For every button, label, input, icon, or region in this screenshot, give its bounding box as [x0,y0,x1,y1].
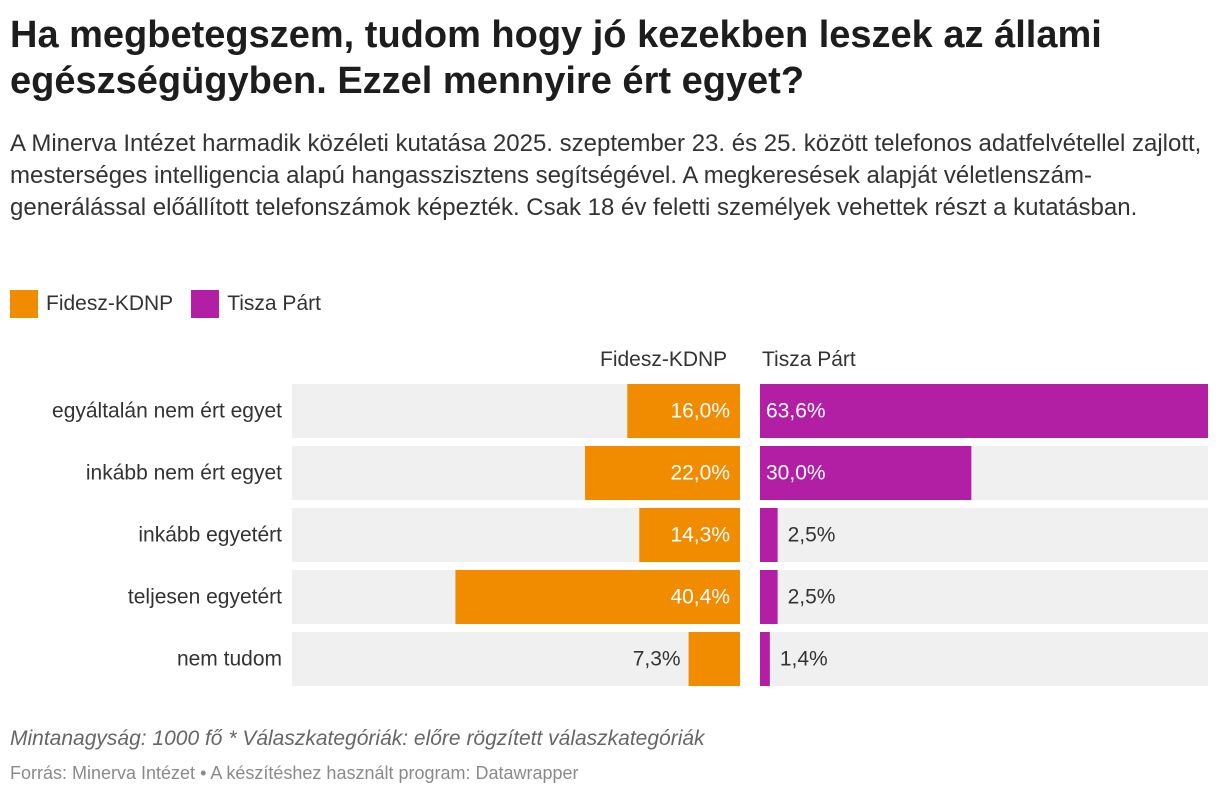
legend: Fidesz-KDNP Tisza Párt [10,289,339,319]
bar-fidesz [639,508,740,562]
value-label-fidesz: 7,3% [633,648,681,671]
bar-track-tisza [760,508,1208,562]
category-label: inkább egyetért [138,524,282,547]
column-header-fidesz: Fidesz-KDNP [600,348,728,371]
value-label-fidesz: 40,4% [670,586,730,609]
category-label: teljesen egyetért [128,586,282,609]
bar-fidesz [688,632,740,686]
value-label-tisza: 30,0% [766,462,826,485]
legend-label-fidesz: Fidesz-KDNP [46,292,174,315]
bar-track-fidesz [292,632,740,686]
legend-item-tisza: Tisza Párt [191,290,321,318]
value-label-tisza: 2,5% [788,586,836,609]
legend-swatch-fidesz [10,290,38,318]
legend-item-fidesz: Fidesz-KDNP [10,290,173,318]
legend-label-tisza: Tisza Párt [227,292,321,315]
sample-note: Mintanagyság: 1000 fő * Válaszkategóriák… [10,727,705,750]
bar-fidesz [627,384,740,438]
bar-tisza [760,570,778,624]
value-label-fidesz: 14,3% [670,524,730,547]
bar-track-tisza [760,632,1208,686]
bar-track-tisza [760,570,1208,624]
bar-tisza [760,384,1208,438]
category-label: inkább nem ért egyet [86,462,282,485]
bar-tisza [760,632,770,686]
category-label: egyáltalán nem ért egyet [52,400,282,423]
bar-tisza [760,508,778,562]
bar-fidesz [455,570,740,624]
category-label: nem tudom [177,648,282,671]
bar-fidesz [585,446,740,500]
legend-swatch-tisza [191,290,220,318]
value-label-fidesz: 22,0% [670,462,730,485]
column-header-tisza: Tisza Párt [762,348,856,371]
value-label-tisza: 63,6% [766,400,826,423]
chart-description: A Minerva Intézet harmadik közéleti kuta… [10,130,1202,221]
chart-title: Ha megbetegszem, tudom hogy jó kezekben … [10,14,1102,102]
value-label-tisza: 1,4% [780,648,828,671]
value-label-fidesz: 16,0% [670,400,730,423]
source-line: Forrás: Minerva Intézet • A készítéshez … [10,763,579,783]
bar-tisza [760,446,972,500]
value-label-tisza: 2,5% [788,524,836,547]
